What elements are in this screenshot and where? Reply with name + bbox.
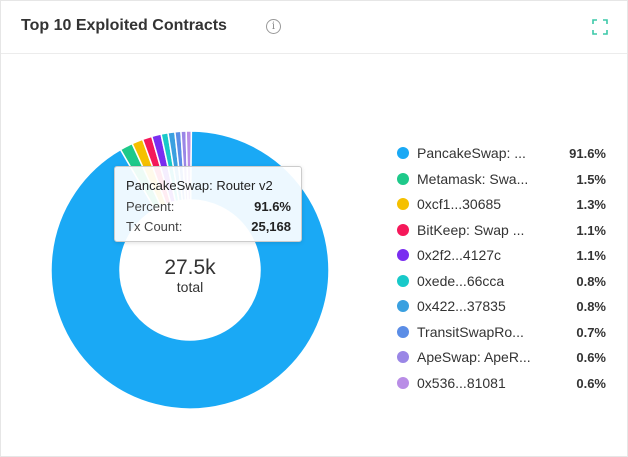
legend-item[interactable]: BitKeep: Swap ... 1.1%: [394, 222, 614, 248]
legend-item[interactable]: TransitSwapRo... 0.7%: [394, 324, 614, 350]
legend-percent: 1.5%: [576, 171, 606, 187]
legend-dot-icon: [397, 376, 409, 389]
info-icon[interactable]: i: [266, 19, 281, 34]
legend-item[interactable]: ApeSwap: ApeR... 0.6%: [394, 349, 614, 375]
tooltip-title: PancakeSwap: Router v2: [126, 178, 273, 193]
card-title: Top 10 Exploited Contracts: [21, 17, 227, 34]
total-label: total: [176, 279, 204, 295]
legend-percent: 1.3%: [576, 197, 606, 212]
legend-dot-icon: [397, 300, 409, 312]
legend-percent: 0.6%: [576, 375, 606, 391]
legend-percent: 0.8%: [576, 299, 606, 314]
tooltip-count-value: 25,168: [251, 219, 291, 234]
legend-label: BitKeep: Swap ...: [417, 221, 525, 238]
legend-percent: 1.1%: [576, 222, 606, 238]
tooltip-count-row: Tx Count: 25,168: [126, 219, 291, 234]
legend-label: 0x2f2...4127c: [417, 247, 502, 263]
legend-dot-icon: [397, 249, 409, 261]
legend-percent: 0.6%: [576, 350, 606, 365]
legend-label: 0xede...66cca: [417, 272, 505, 289]
legend-dot-icon: [397, 223, 409, 236]
legend-item[interactable]: 0xede...66cca 0.8%: [394, 273, 614, 299]
legend-item[interactable]: 0xcf1...30685 1.3%: [394, 196, 614, 222]
legend-dot-icon: [397, 274, 409, 287]
legend-dot-icon: [397, 351, 409, 363]
tooltip-percent-label: Percent:: [126, 199, 175, 214]
legend-percent: 1.1%: [576, 248, 606, 263]
legend-dot-icon: [397, 325, 409, 338]
legend-dot-icon: [397, 198, 409, 210]
tooltip-percent-row: Percent: 91.6%: [126, 199, 291, 214]
legend-label: Metamask: Swa...: [417, 170, 529, 187]
legend-label: 0x536...81081: [417, 374, 506, 391]
tooltip-count-label: Tx Count:: [126, 219, 183, 234]
legend-item[interactable]: 0x422...37835 0.8%: [394, 298, 614, 324]
chart-legend: PancakeSwap: ... 91.6% Metamask: Swa... 1.5…: [394, 145, 614, 400]
chart-tooltip: PancakeSwap: Router v2 Percent: 91.6% Tx…: [114, 166, 302, 242]
legend-percent: 0.7%: [576, 324, 606, 340]
legend-percent: 0.8%: [576, 273, 606, 289]
expand-icon[interactable]: [592, 19, 608, 35]
legend-item[interactable]: 0x536...81081 0.6%: [394, 375, 614, 401]
card-header: Top 10 Exploited Contracts i: [1, 1, 627, 54]
legend-item[interactable]: PancakeSwap: ... 91.6%: [394, 145, 614, 171]
tooltip-percent-value: 91.6%: [254, 199, 291, 214]
legend-dot-icon: [397, 147, 409, 159]
legend-label: PancakeSwap: ...: [417, 145, 526, 161]
legend-item[interactable]: 0x2f2...4127c 1.1%: [394, 247, 614, 273]
legend-dot-icon: [397, 172, 409, 185]
legend-label: 0xcf1...30685: [417, 196, 502, 212]
legend-label: TransitSwapRo...: [417, 323, 524, 340]
legend-percent: 91.6%: [569, 146, 606, 161]
total-value: 27.5k: [164, 256, 216, 279]
legend-item[interactable]: Metamask: Swa... 1.5%: [394, 171, 614, 197]
legend-label: 0x422...37835: [417, 298, 506, 314]
legend-label: ApeSwap: ApeR...: [417, 349, 531, 365]
